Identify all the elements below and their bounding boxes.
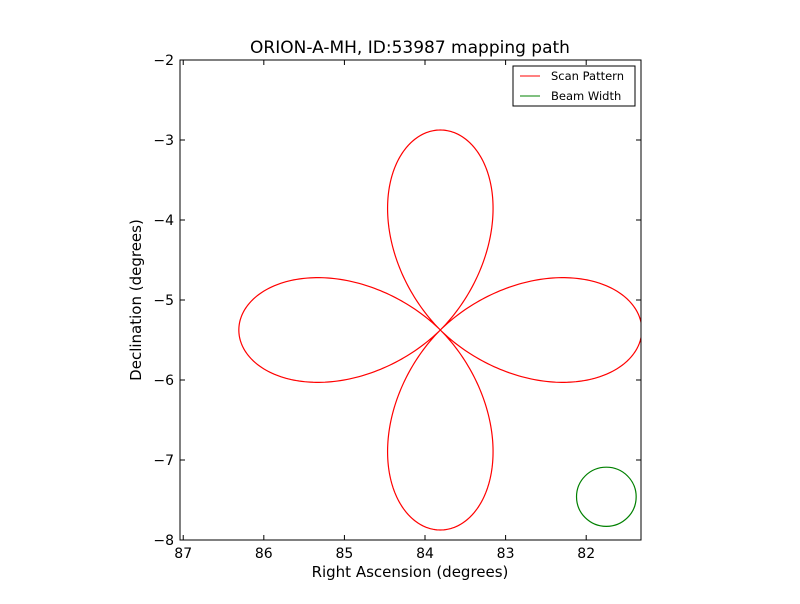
legend-label-beam: Beam Width: [551, 89, 621, 103]
legend-label-scan: Scan Pattern: [551, 69, 624, 83]
y-tick-label: −2: [153, 53, 174, 69]
x-tick-label: 86: [255, 546, 273, 562]
ticks: 87 86 85 84 83 82 −2 −3 −4 −5 −6 −7 −8: [153, 53, 641, 562]
chart-title: ORION-A-MH, ID:53987 mapping path: [250, 38, 570, 58]
x-tick-label: 85: [335, 546, 353, 562]
scan-pattern-line: [238, 129, 641, 531]
y-tick-label: −3: [153, 133, 174, 149]
x-axis-label: Right Ascension (degrees): [312, 563, 509, 581]
beam-width-circle: [575, 466, 637, 527]
legend: Scan Pattern Beam Width: [512, 65, 636, 107]
legend-box: [512, 65, 636, 107]
y-tick-label: −6: [153, 373, 174, 389]
x-tick-label: 83: [497, 546, 515, 562]
x-tick-label: 82: [577, 546, 595, 562]
plot-area: [238, 129, 641, 531]
y-axis-label: Declination (degrees): [127, 219, 145, 381]
y-tick-label: −5: [153, 293, 174, 309]
plot-frame: [179, 59, 642, 541]
y-tick-label: −8: [153, 533, 174, 549]
x-tick-label: 84: [416, 546, 434, 562]
y-tick-label: −7: [153, 453, 174, 469]
x-tick-label: 87: [174, 546, 192, 562]
y-tick-label: −4: [153, 213, 174, 229]
